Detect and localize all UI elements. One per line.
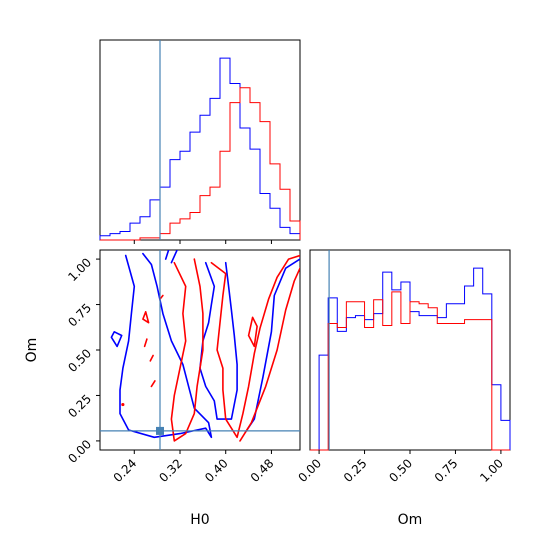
- om-marginal-x-tick-label-0: 0.00: [295, 456, 324, 485]
- contour-blue-1: [199, 261, 238, 420]
- x-axis-label-h0: H0: [190, 512, 209, 528]
- contour-red-6: [150, 380, 156, 388]
- contour-red-9: [142, 310, 150, 324]
- truth-marker: [156, 426, 164, 435]
- om-marginal-x-tick-label-3: 0.75: [432, 456, 461, 485]
- joint-contour-layer: [110, 250, 300, 442]
- contour-red-4: [121, 402, 125, 407]
- y-axis-label-om: Om: [24, 338, 40, 363]
- contour-red-5: [143, 338, 148, 348]
- joint-frame: [99, 249, 301, 451]
- om-marginal-frame: [309, 249, 511, 451]
- joint-x-tick-label-2: 0.40: [202, 456, 231, 485]
- contour-blue-4: [170, 250, 178, 264]
- contour-blue-3: [110, 330, 123, 348]
- contour-red-7: [149, 354, 154, 362]
- om-histogram-layer: [310, 267, 511, 451]
- contour-red-0: [170, 258, 204, 442]
- om-marginal-x-tick-label-4: 1.00: [477, 456, 506, 485]
- joint-x-tick-label-1: 0.32: [156, 456, 185, 485]
- h0-histogram-layer: [99, 57, 301, 241]
- x-axis-label-om: Om: [398, 512, 423, 528]
- h0-marginal-frame: [99, 39, 301, 241]
- h0-histogram-blue: [99, 57, 301, 240]
- contour-blue-0: [119, 252, 213, 439]
- contour-red-1: [210, 254, 300, 439]
- joint-x-tick-label-3: 0.48: [248, 456, 277, 485]
- joint-y-tick-label-0: 0.00: [65, 437, 94, 466]
- om-histogram-blue: [310, 267, 511, 451]
- joint-x-tick-label-0: 0.24: [111, 456, 140, 485]
- om-marginal-x-tick-label-2: 0.50: [386, 456, 415, 485]
- joint-y-tick-label-2: 0.50: [65, 346, 94, 375]
- joint-y-tick-label-4: 1.00: [65, 255, 94, 284]
- contour-red-3: [247, 316, 258, 348]
- contour-blue-5: [164, 250, 170, 260]
- truth-marker-layer: [100, 40, 330, 450]
- contour-red-2: [239, 267, 300, 442]
- om-histogram-red: [310, 291, 510, 451]
- contour-blue-2: [244, 258, 300, 433]
- h0-histogram-red: [100, 87, 301, 241]
- joint-y-tick-label-1: 0.25: [65, 392, 94, 421]
- om-marginal-x-tick-label-1: 0.25: [341, 456, 370, 485]
- joint-y-tick-label-3: 0.75: [65, 301, 94, 330]
